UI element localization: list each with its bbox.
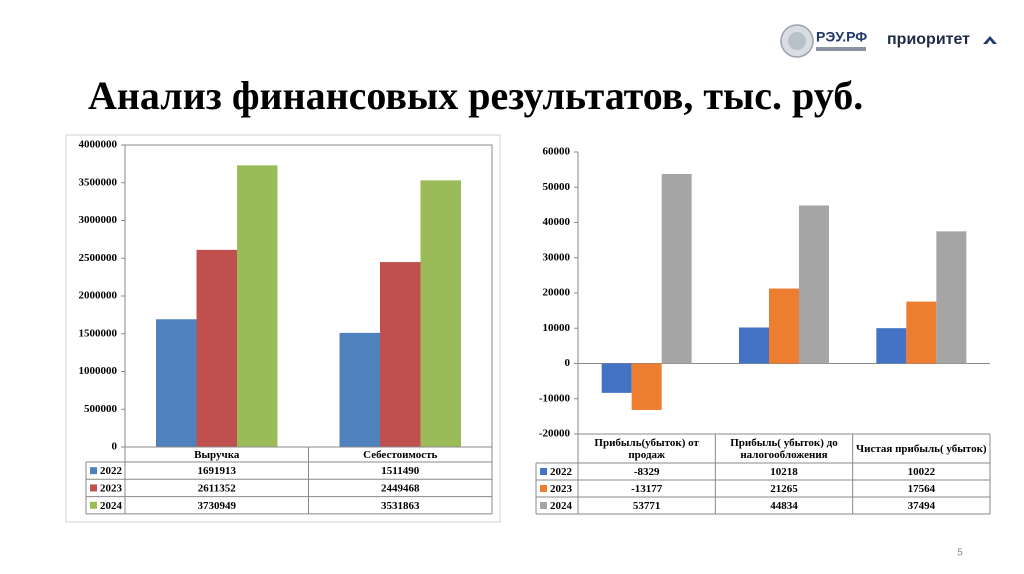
bar	[769, 288, 799, 364]
legend-label: 2022	[550, 466, 573, 478]
y-tick-label: 1500000	[79, 327, 118, 339]
bar	[799, 205, 829, 364]
slide-title: Анализ финансовых результатов, тыс. руб.	[88, 73, 863, 118]
y-tick-label: 10000	[543, 322, 571, 334]
logo-icon	[983, 36, 997, 44]
table-value: 44834	[770, 500, 798, 512]
table-value: 2611352	[198, 482, 236, 494]
legend-key	[540, 468, 547, 475]
page-number: 5	[957, 548, 963, 559]
bar	[601, 363, 632, 393]
x-tick-label-box: Прибыль( убыток) до налогообложения	[730, 436, 838, 461]
bar	[196, 249, 237, 447]
x-tick-label-box: Себестоимость	[363, 448, 438, 461]
bar	[339, 332, 380, 447]
bar	[876, 328, 907, 364]
y-tick-label: 2000000	[79, 290, 118, 302]
x-tick-label-box: Прибыль(убыток) от продаж	[594, 436, 699, 461]
bar	[906, 301, 937, 364]
bar	[631, 363, 662, 410]
legend-label: 2023	[100, 482, 123, 494]
y-tick-label: 0	[112, 441, 118, 453]
table-value: 37494	[908, 500, 936, 512]
legend-label: 2024	[550, 500, 573, 512]
logo-subtext	[816, 47, 866, 51]
x-tick-label: Себестоимость	[363, 448, 438, 461]
bar	[936, 231, 967, 364]
legend-key	[540, 502, 547, 509]
bar	[156, 319, 197, 447]
y-tick-label: -10000	[539, 392, 571, 404]
table-value: 1691913	[198, 465, 237, 477]
logo-text: приоритет	[887, 31, 970, 48]
x-tick-label: Прибыль( убыток) до налогообложения	[730, 436, 838, 461]
bar	[739, 327, 769, 364]
y-tick-label: 3500000	[79, 176, 118, 188]
bar	[661, 173, 692, 364]
y-tick-label: 0	[565, 357, 571, 369]
table-value: 10218	[770, 466, 798, 478]
table-value: -8329	[634, 466, 660, 478]
legend-key	[90, 501, 97, 509]
legend-key	[540, 485, 547, 492]
y-tick-label: 40000	[543, 216, 571, 228]
bar	[237, 165, 278, 447]
y-tick-label: 50000	[543, 181, 571, 193]
table-value: 21265	[770, 483, 798, 495]
table-value: 3531863	[381, 500, 420, 512]
bar	[420, 180, 461, 447]
legend-label: 2023	[550, 483, 573, 495]
y-tick-label: 2500000	[79, 252, 118, 264]
table-value: 1511490	[381, 465, 419, 477]
legend-label: 2024	[100, 500, 123, 512]
y-tick-label: 60000	[543, 146, 571, 158]
x-tick-label: Чистая прибыль( убыток)	[856, 442, 987, 455]
y-tick-label: 1000000	[79, 365, 118, 377]
logo-emblem	[780, 24, 814, 58]
x-tick-label-box: Выручка	[194, 448, 240, 461]
table-value: 2449468	[381, 482, 420, 494]
table-value: 10022	[908, 466, 936, 478]
y-tick-label: 3000000	[79, 214, 118, 226]
legend-key	[90, 484, 97, 492]
y-tick-label: -20000	[539, 428, 571, 440]
table-value: 53771	[633, 500, 661, 512]
bar	[380, 262, 421, 447]
x-tick-label-box: Чистая прибыль( убыток)	[856, 442, 987, 455]
y-tick-label: 30000	[543, 251, 571, 263]
table-value: 3730949	[198, 500, 237, 512]
chart-border	[65, 134, 501, 523]
y-tick-label: 20000	[543, 287, 571, 299]
legend-label: 2022	[100, 465, 123, 477]
y-tick-label: 500000	[84, 403, 118, 415]
x-tick-label: Выручка	[194, 448, 240, 461]
y-tick-label: 4000000	[79, 139, 118, 151]
logo-text: РЭУ.РФ	[816, 29, 867, 45]
x-tick-label: Прибыль(убыток) от продаж	[594, 436, 699, 461]
table-value: -13177	[631, 483, 663, 495]
table-value: 17564	[908, 483, 936, 495]
legend-key	[90, 467, 97, 475]
